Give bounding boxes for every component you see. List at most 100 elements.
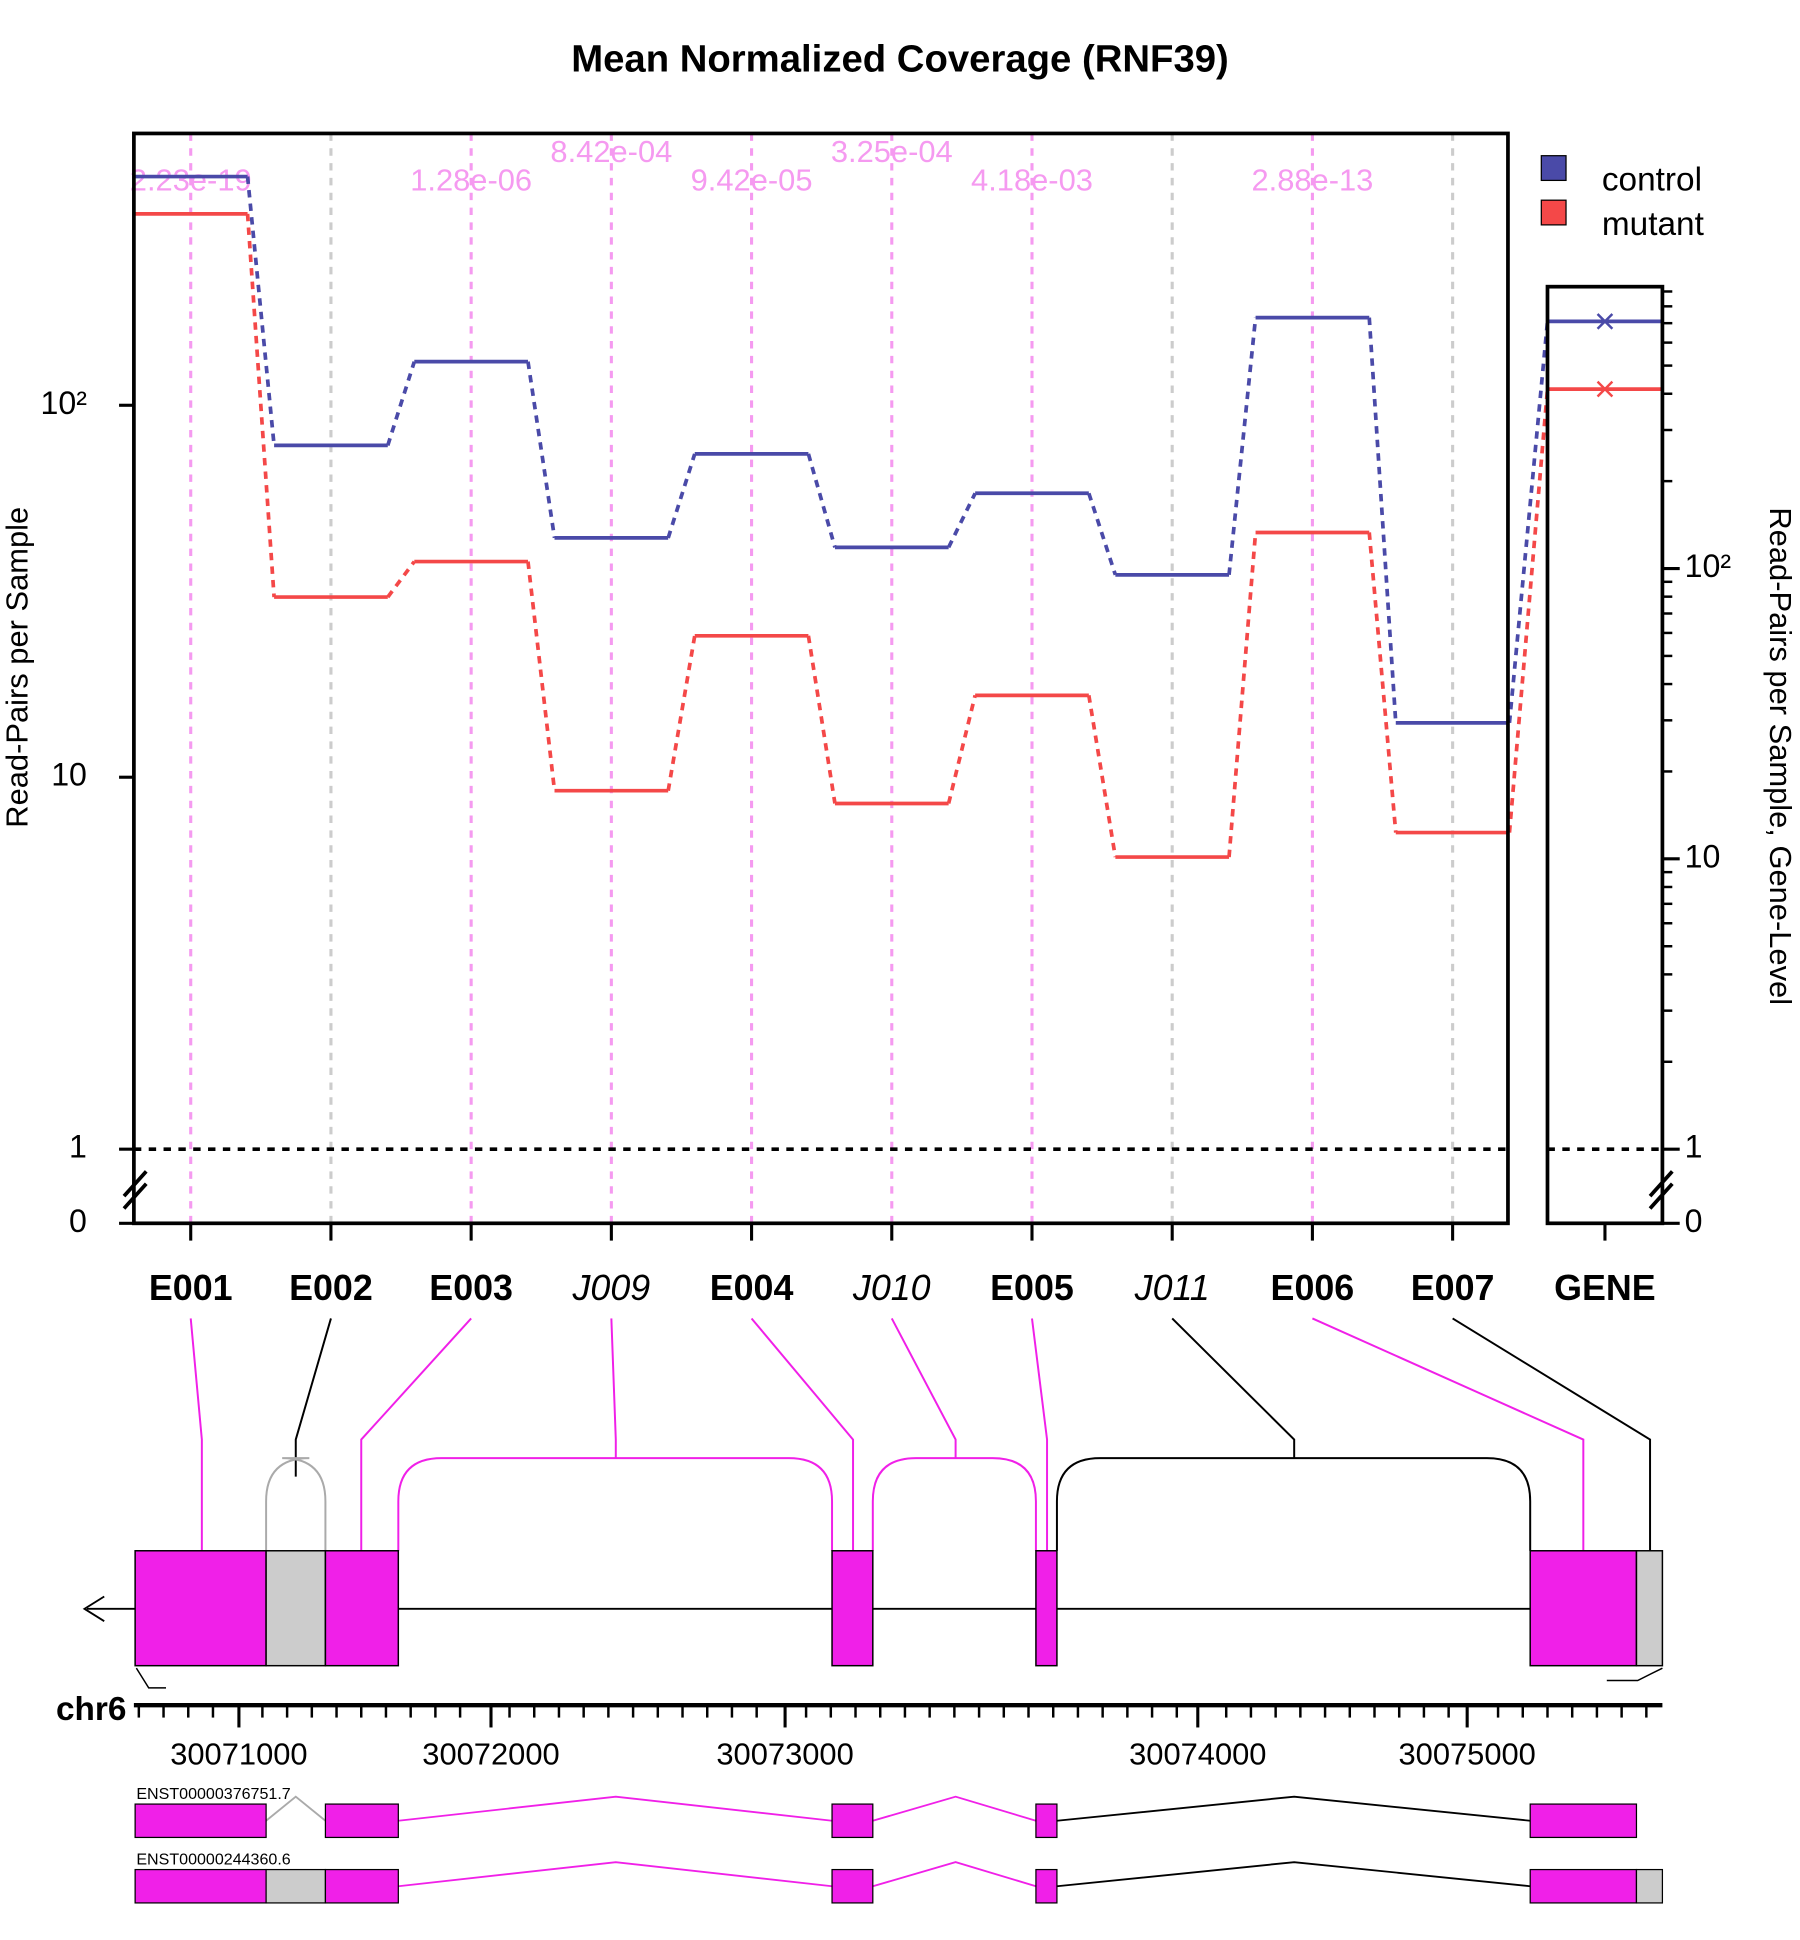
gene-marker bbox=[1596, 380, 1614, 398]
transcript-exon bbox=[1635, 1868, 1664, 1904]
feature-connector bbox=[1171, 1317, 1296, 1459]
x-tick-label: E007 bbox=[1411, 1268, 1495, 1308]
step-connector bbox=[245, 176, 276, 446]
transcript-exon bbox=[134, 1868, 267, 1904]
axis-break bbox=[122, 1170, 148, 1198]
step-connector bbox=[946, 694, 977, 804]
genome-tick-label: 30075000 bbox=[1398, 1737, 1535, 1772]
splice-arc bbox=[871, 1457, 1037, 1551]
y2-axis-label: Read-Pairs per Sample, Gene-Level bbox=[1763, 507, 1798, 1005]
feature-connector bbox=[360, 1317, 472, 1551]
y-tick-label: 10 bbox=[51, 757, 87, 793]
axis-break bbox=[1648, 1170, 1674, 1198]
step-connector bbox=[1367, 532, 1398, 833]
x-tick-label: E001 bbox=[149, 1268, 233, 1308]
y2-tick-label: 0 bbox=[1685, 1203, 1703, 1239]
exon bbox=[831, 1550, 874, 1667]
transcript-exon bbox=[324, 1868, 399, 1904]
step-connector bbox=[386, 560, 416, 599]
p-value: 3.25e-04 bbox=[831, 134, 953, 169]
feature-connector bbox=[610, 1318, 617, 1459]
step-connector bbox=[1087, 492, 1118, 576]
step-connector bbox=[1507, 388, 1550, 833]
x-tick-label: GENE bbox=[1554, 1268, 1656, 1308]
feature-connector bbox=[750, 1317, 855, 1551]
step-connector bbox=[806, 635, 837, 804]
transcript-exon bbox=[831, 1868, 874, 1904]
transcript-exon bbox=[134, 1803, 267, 1839]
x-tick-label: J010 bbox=[852, 1268, 931, 1308]
y-tick-label: 0 bbox=[69, 1203, 87, 1239]
x-tick-label: J009 bbox=[572, 1268, 651, 1308]
y2-tick-label: 10² bbox=[1685, 548, 1732, 584]
step-connector bbox=[245, 213, 276, 598]
feature-connector bbox=[1452, 1317, 1652, 1551]
y-tick-label: 1 bbox=[69, 1129, 87, 1165]
x-tick-label: E002 bbox=[289, 1268, 373, 1308]
transcript-label: ENST00000244360.6 bbox=[136, 1851, 290, 1869]
axis-break bbox=[122, 1182, 148, 1210]
exon bbox=[1635, 1550, 1664, 1667]
y-tick-label: 10² bbox=[41, 385, 88, 421]
transcript-exon bbox=[1529, 1803, 1638, 1839]
transcript-intron bbox=[398, 1861, 833, 1888]
feature-connector bbox=[1031, 1318, 1049, 1551]
step-connector bbox=[946, 492, 977, 549]
gene-marker bbox=[1596, 313, 1614, 330]
feature-connector bbox=[189, 1318, 203, 1551]
y2-tick-label: 10 bbox=[1685, 838, 1721, 874]
feature-connector bbox=[890, 1317, 957, 1459]
p-value: 2.88e-13 bbox=[1251, 162, 1373, 197]
transcript-intron bbox=[265, 1795, 326, 1822]
legend-label: mutant bbox=[1602, 206, 1705, 243]
step-connector bbox=[1507, 321, 1550, 724]
genome-tick-label: 30072000 bbox=[422, 1737, 559, 1772]
splice-arc bbox=[397, 1457, 834, 1551]
exon bbox=[324, 1550, 400, 1667]
step-connector bbox=[1087, 695, 1118, 858]
transcript-intron bbox=[872, 1795, 1037, 1822]
step-connector bbox=[526, 361, 557, 539]
transcript-exon bbox=[324, 1803, 399, 1839]
step-connector bbox=[386, 361, 417, 446]
feature-connector bbox=[1312, 1317, 1585, 1551]
step-connector bbox=[1367, 317, 1398, 723]
transcript-intron bbox=[872, 1861, 1037, 1888]
p-value: 8.42e-04 bbox=[550, 134, 672, 169]
step-connector bbox=[1227, 317, 1258, 576]
transcript-exon bbox=[1529, 1868, 1638, 1904]
y2-tick-label: 1 bbox=[1685, 1129, 1703, 1165]
transcript-intron bbox=[1056, 1861, 1531, 1888]
step-connector bbox=[666, 453, 697, 539]
transcript-exon bbox=[1035, 1868, 1058, 1904]
strand-corner bbox=[135, 1667, 167, 1689]
splice-arc bbox=[265, 1457, 327, 1551]
genome-tick-label: 30074000 bbox=[1129, 1737, 1266, 1772]
transcript-exon bbox=[1035, 1803, 1058, 1839]
transcript-exon bbox=[831, 1803, 874, 1839]
strand-corner bbox=[1606, 1667, 1663, 1682]
p-value: 2.23e-19 bbox=[130, 162, 252, 197]
plot-frame bbox=[132, 131, 1510, 1226]
x-tick-label: E005 bbox=[990, 1268, 1074, 1308]
exon bbox=[1035, 1550, 1058, 1667]
chart-title: Mean Normalized Coverage (RNF39) bbox=[571, 38, 1229, 81]
exon bbox=[134, 1550, 267, 1667]
legend-swatch bbox=[1540, 199, 1567, 226]
transcript-intron bbox=[1056, 1795, 1531, 1822]
feature-connector bbox=[294, 1318, 332, 1477]
chromosome-label: chr6 bbox=[56, 1691, 126, 1728]
step-connector bbox=[1227, 532, 1258, 858]
legend-swatch bbox=[1540, 155, 1567, 182]
genome-tick-label: 30073000 bbox=[716, 1737, 853, 1772]
splice-arc bbox=[1055, 1457, 1532, 1551]
axis-break bbox=[1648, 1182, 1674, 1210]
genome-tick-label: 30071000 bbox=[170, 1737, 307, 1772]
x-tick-label: J011 bbox=[1134, 1268, 1210, 1308]
legend-label: control bbox=[1602, 161, 1702, 198]
gene-frame bbox=[1545, 284, 1665, 1226]
x-tick-label: E003 bbox=[429, 1268, 513, 1308]
transcript-intron bbox=[398, 1795, 833, 1822]
x-tick-label: E006 bbox=[1271, 1268, 1355, 1308]
